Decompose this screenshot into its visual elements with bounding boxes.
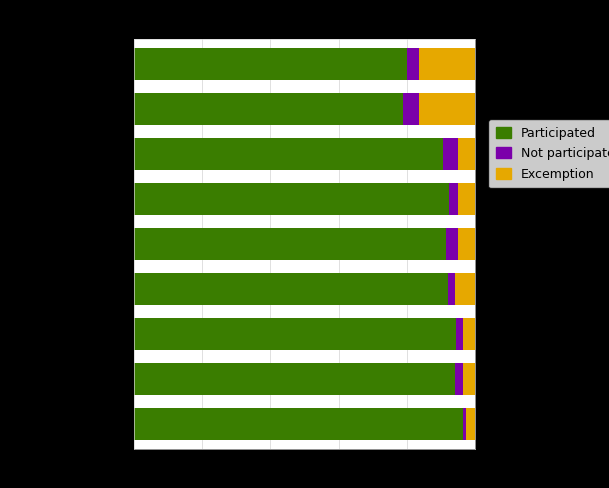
Bar	[458, 228, 475, 260]
Bar	[134, 138, 443, 170]
Bar	[407, 48, 419, 80]
Bar	[134, 93, 403, 125]
Bar	[134, 183, 449, 215]
Bar	[454, 273, 475, 305]
Bar	[134, 318, 456, 350]
Bar	[463, 363, 475, 395]
Bar	[446, 228, 458, 260]
Bar	[466, 408, 475, 440]
Bar	[458, 138, 475, 170]
Bar	[134, 408, 463, 440]
Bar	[134, 228, 446, 260]
Bar	[456, 318, 463, 350]
Bar	[458, 183, 475, 215]
Bar	[443, 138, 458, 170]
Bar	[419, 93, 475, 125]
Bar	[134, 273, 448, 305]
Bar	[419, 48, 475, 80]
Bar	[454, 363, 463, 395]
Bar	[463, 318, 475, 350]
Bar	[403, 93, 419, 125]
Bar	[448, 273, 454, 305]
Bar	[463, 408, 466, 440]
Bar	[134, 48, 407, 80]
Legend: Participated, Not participated, Excemption: Participated, Not participated, Excempti…	[488, 119, 609, 188]
Bar	[449, 183, 458, 215]
Bar	[134, 363, 454, 395]
